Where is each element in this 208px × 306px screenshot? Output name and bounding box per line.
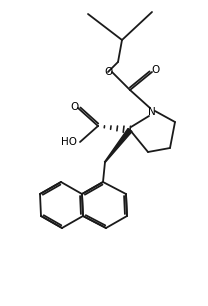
Text: O: O — [104, 67, 112, 77]
Text: O: O — [152, 65, 160, 75]
Text: O: O — [70, 102, 78, 112]
Polygon shape — [105, 129, 132, 162]
Text: HO: HO — [61, 137, 77, 147]
Text: N: N — [148, 107, 156, 117]
